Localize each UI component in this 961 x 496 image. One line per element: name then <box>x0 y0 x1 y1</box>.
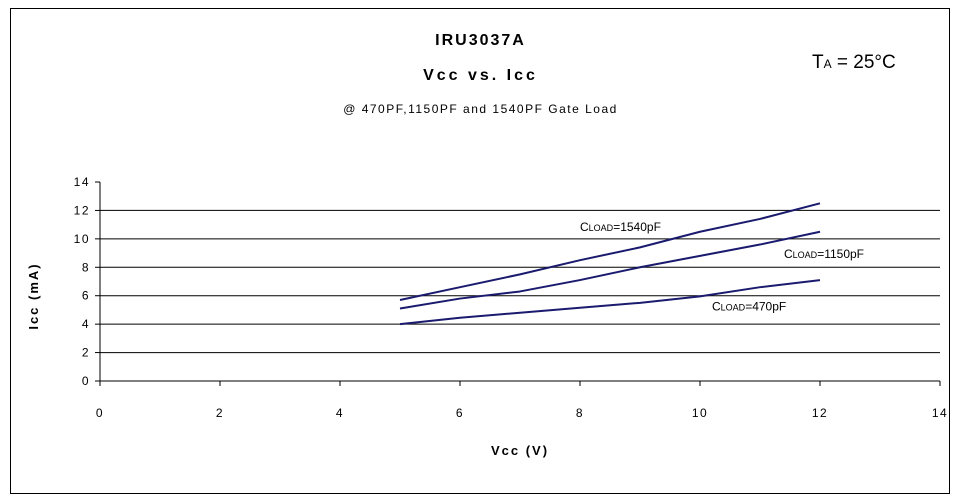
label-suffix: =1150pF <box>817 247 864 261</box>
x-axis-label: Vcc (V) <box>491 443 549 458</box>
series-line-1150pf <box>399 230 821 310</box>
x-tick-label: 4 <box>336 406 344 420</box>
series-label-470pf: CLOAD=470pF <box>712 300 786 314</box>
x-tick-label: 10 <box>692 406 708 420</box>
label-suffix: =470pF <box>745 300 786 314</box>
x-tick-label: 12 <box>812 406 828 420</box>
series-line-470pf <box>399 279 821 326</box>
y-tick-label: 4 <box>82 317 90 331</box>
series-label-1540pf: CLOAD=1540pF <box>580 220 661 234</box>
x-tick-label: 6 <box>456 406 464 420</box>
label-sub: LOAD <box>721 303 746 313</box>
y-tick-label: 6 <box>82 289 90 303</box>
axes <box>99 182 940 382</box>
temperature-annotation: TA = 25°C <box>812 52 896 74</box>
label-prefix: C <box>580 220 589 234</box>
chart-note: @ 470PF,1150PF and 1540PF Gate Load <box>343 102 618 116</box>
label-sub: LOAD <box>793 250 818 260</box>
label-sub: LOAD <box>589 223 614 233</box>
y-tick-label: 0 <box>82 374 90 388</box>
y-tick-labels: 0 2 4 6 8 10 12 14 <box>74 175 100 388</box>
series-line-1540pf <box>399 202 821 301</box>
label-prefix: C <box>712 300 721 314</box>
y-tick-label: 12 <box>74 203 90 217</box>
x-tick-label: 8 <box>576 406 584 420</box>
x-tick-label: 2 <box>216 406 224 420</box>
series-label-1150pf: CLOAD=1150pF <box>784 247 864 261</box>
temp-prefix: T <box>812 52 824 73</box>
series-lines <box>399 202 821 326</box>
chart-subtitle: Vcc vs. Icc <box>423 67 538 84</box>
y-tick-label: 2 <box>82 346 90 360</box>
y-tick-label: 10 <box>74 232 90 246</box>
temp-suffix: = 25°C <box>831 52 896 73</box>
chart-frame <box>10 8 950 494</box>
gridlines <box>100 209 940 354</box>
chart-title: IRU3037A <box>435 32 526 49</box>
y-axis-label: Icc (mA) <box>26 262 41 329</box>
x-tick-labels: 0 2 4 6 8 10 12 14 <box>96 381 948 420</box>
x-tick-label: 0 <box>96 406 104 420</box>
label-suffix: =1540pF <box>613 220 661 234</box>
label-prefix: C <box>784 247 793 261</box>
y-tick-label: 14 <box>74 175 90 189</box>
x-tick-label: 14 <box>932 406 948 420</box>
temp-sub: A <box>823 57 832 71</box>
y-tick-label: 8 <box>82 260 90 274</box>
